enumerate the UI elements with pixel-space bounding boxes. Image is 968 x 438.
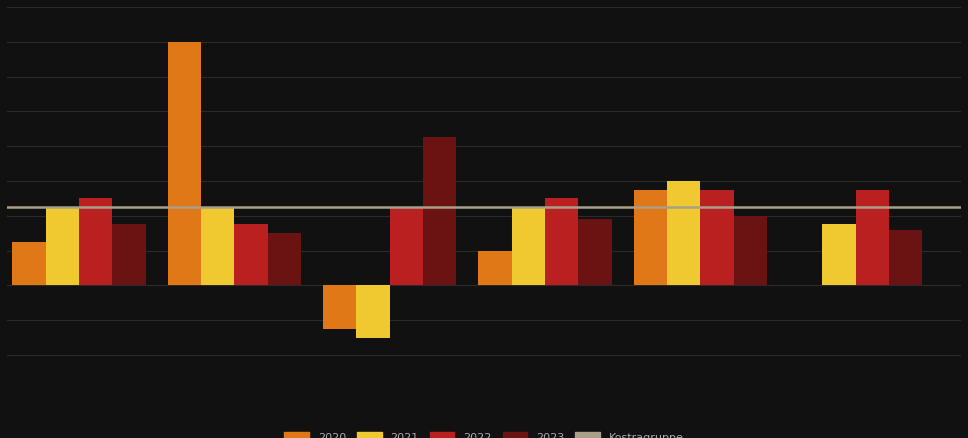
Bar [889,230,923,285]
Bar [512,207,545,285]
Bar [700,190,734,285]
Bar [234,224,268,285]
Bar [634,190,667,285]
Bar [823,224,856,285]
Bar [667,181,700,285]
Bar [390,207,423,285]
Bar [734,216,767,285]
Bar [201,207,234,285]
Bar [323,285,356,329]
Bar [856,190,889,285]
Bar [13,242,45,285]
Legend: 2020, 2021, 2022, 2023, Kostragruppe: 2020, 2021, 2022, 2023, Kostragruppe [280,428,688,438]
Bar [79,198,112,285]
Bar [356,285,390,338]
Bar [578,219,612,285]
Bar [545,198,578,285]
Bar [268,233,301,285]
Bar [167,42,201,285]
Bar [112,224,145,285]
Bar [423,138,456,285]
Bar [45,207,79,285]
Bar [478,251,512,285]
